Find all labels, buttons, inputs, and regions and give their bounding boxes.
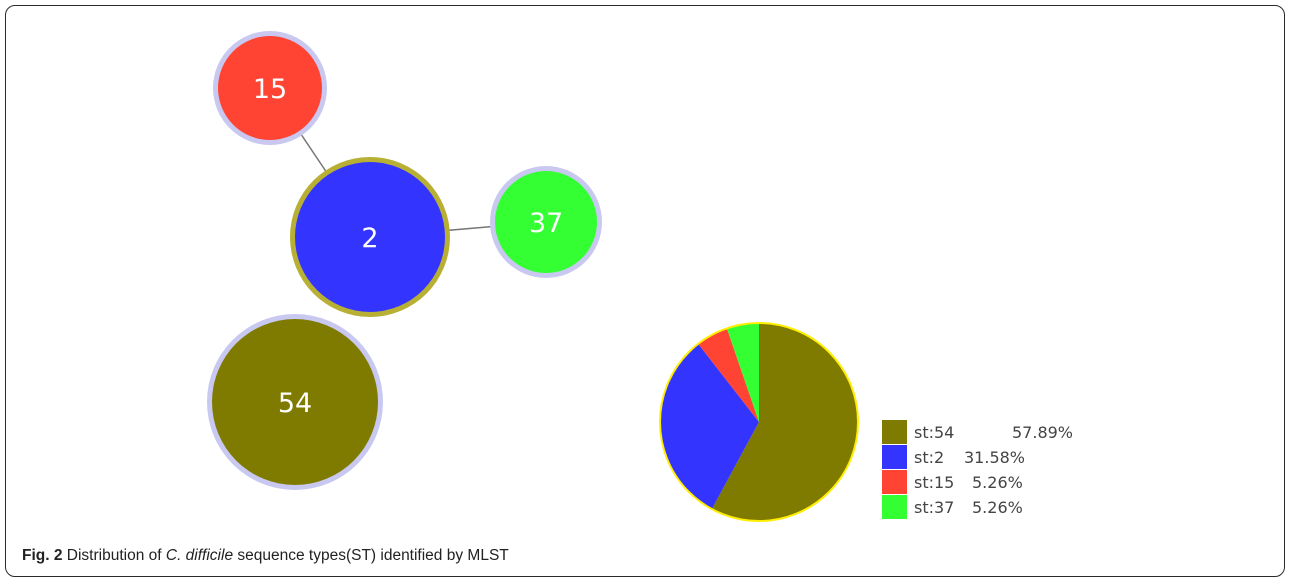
legend-swatch xyxy=(882,420,907,444)
caption-text-after: sequence types(ST) identified by MLST xyxy=(233,547,509,564)
legend-value: 57.89% xyxy=(1012,423,1073,442)
figure-caption: Fig. 2 Distribution of C. difficile sequ… xyxy=(22,547,509,565)
node-label: 54 xyxy=(278,388,312,419)
legend-swatch xyxy=(882,495,907,519)
node-circle xyxy=(295,162,445,312)
figure-frame xyxy=(5,5,1285,577)
legend-item: st:2 31.58% xyxy=(882,445,1025,469)
legend-swatch xyxy=(882,445,907,469)
node-label: 2 xyxy=(361,223,378,254)
node-circle xyxy=(212,319,378,485)
legend-label: st:2 xyxy=(914,448,944,467)
legend-item: st:15 5.26% xyxy=(882,470,1023,494)
legend-label: st:54 xyxy=(914,423,954,442)
node-circle xyxy=(218,36,322,140)
legend-label: st:37 xyxy=(914,498,954,517)
pie-outline xyxy=(659,322,859,522)
caption-species: C. difficile xyxy=(165,547,234,564)
node-st-37: 37 xyxy=(490,166,602,278)
node-st-54: 54 xyxy=(207,314,383,490)
pie-slice-st-2 xyxy=(660,343,759,510)
legend-value: 5.26% xyxy=(972,498,1023,517)
pie-legend: st:54 57.89% st:2 31.58% st:15 5.26% st:37 5.26… xyxy=(882,420,1073,519)
caption-label: Fig. 2 xyxy=(22,547,63,564)
node-circle xyxy=(495,171,597,273)
node-st-15: 15 xyxy=(213,31,327,145)
legend-value: 31.58% xyxy=(964,448,1025,467)
legend-item: st:54 57.89% xyxy=(882,420,1073,444)
node-st-2: 2 xyxy=(290,157,450,317)
pie-slice-st-54 xyxy=(711,323,858,521)
caption-text-before: Distribution of xyxy=(62,547,166,564)
pie-slice-st-37 xyxy=(726,323,759,422)
legend-swatch xyxy=(882,470,907,494)
legend-item: st:37 5.26% xyxy=(882,495,1023,519)
pie-chart xyxy=(659,322,859,522)
node-label: 37 xyxy=(529,208,563,239)
legend-label: st:15 xyxy=(914,473,954,492)
pie-slice-st-15 xyxy=(698,328,759,422)
node-label: 15 xyxy=(253,74,287,105)
network-nodes: 15 2 37 54 xyxy=(207,31,602,490)
legend-value: 5.26% xyxy=(972,473,1023,492)
